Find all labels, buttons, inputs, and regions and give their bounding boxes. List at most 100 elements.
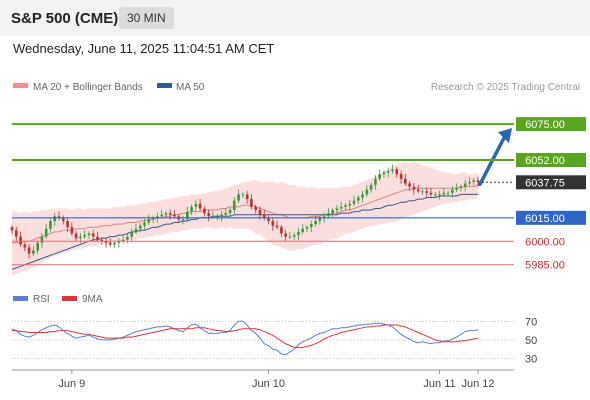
price-layer: [10, 128, 512, 276]
legend-label-rsi: RSI: [33, 294, 50, 305]
legend-label-rsi-ma: 9MA: [82, 294, 103, 305]
candle-body: [130, 231, 133, 237]
candle-body: [44, 228, 48, 237]
candle-body: [57, 216, 61, 218]
candle-body: [23, 244, 27, 248]
legend-swatch-rsi: [13, 296, 28, 301]
candle-body: [455, 188, 458, 190]
rsi-ma-line: [12, 324, 479, 348]
legend-swatch-ma50: [157, 83, 172, 88]
legend-label-ma50: MA 50: [176, 82, 205, 93]
level-label-bg-0: [516, 117, 586, 132]
level-label-5: 5985.00: [525, 260, 565, 272]
rsi-tick-50: 50: [525, 335, 537, 347]
candle-body: [79, 236, 82, 239]
price-levels: 6075.00 6052.00 6037.75 6015.00 6000.00 5985.…: [12, 117, 586, 272]
candle-body: [186, 211, 189, 220]
bollinger-band: [12, 161, 478, 276]
candle-body: [271, 221, 275, 226]
candle-body: [211, 216, 215, 218]
candle-body: [352, 200, 356, 204]
candle-body: [62, 217, 65, 221]
candle-body: [374, 178, 377, 185]
candle-body: [391, 169, 394, 171]
interval-badge[interactable]: 30 MIN: [119, 7, 174, 29]
candle-body: [399, 174, 403, 179]
rsi-line: [11, 320, 479, 356]
candle-body: [241, 194, 245, 196]
candle-body: [463, 183, 467, 187]
candle-body: [164, 213, 168, 215]
candle-body: [438, 194, 441, 196]
candle-body: [331, 210, 334, 214]
candle-body: [305, 227, 309, 229]
candle-body: [476, 180, 480, 182]
candle-body: [425, 191, 428, 193]
candle-body: [412, 186, 416, 190]
candle-body: [19, 236, 22, 245]
rsi-panel: 70 50 30: [11, 316, 537, 366]
candle-body: [36, 242, 39, 251]
level-label-4: 6000.00: [525, 236, 565, 248]
candle-body: [275, 225, 279, 228]
candle-body: [53, 216, 57, 221]
level-label-3: 6015.00: [525, 213, 565, 225]
candle-body: [207, 213, 210, 217]
header-bar: S&P 500 (CME) 30 MIN: [0, 0, 590, 36]
candle-body: [446, 192, 450, 194]
candle-body: [91, 233, 95, 237]
candle-body: [288, 236, 292, 238]
candle-body: [237, 194, 240, 201]
candle-body: [151, 217, 155, 220]
candle-body: [194, 203, 198, 207]
timestamp: Wednesday, June 11, 2025 11:04:51 AM CET: [13, 41, 275, 56]
candle-body: [386, 171, 390, 173]
candle-body: [83, 235, 86, 237]
candle-body: [15, 230, 18, 237]
time-label-1: Jun 10: [252, 378, 285, 390]
candle-body: [32, 250, 35, 254]
candle-body: [404, 178, 407, 184]
candle-body: [117, 241, 121, 243]
candle-body: [74, 233, 78, 239]
candle-body: [451, 189, 454, 193]
candle-body: [233, 200, 236, 211]
candle-body: [472, 180, 475, 182]
level-label-bg-3: [516, 210, 586, 225]
candle-body: [224, 213, 228, 215]
candle-body: [250, 199, 253, 207]
candle-body: [322, 216, 326, 218]
candle-body: [143, 222, 146, 226]
candle-body: [258, 210, 262, 215]
candle-body: [267, 217, 270, 221]
last-price-label: 6037.75: [525, 177, 565, 189]
time-label-2: Jun 11: [423, 378, 455, 390]
candle-body: [156, 216, 159, 218]
candle-body: [292, 235, 296, 237]
candle-body: [40, 236, 44, 243]
candle-body: [70, 227, 74, 234]
legend-swatch-ma20: [13, 83, 28, 88]
candle-body: [121, 239, 125, 242]
legend-swatch-rsi-ma: [62, 296, 77, 301]
candle-body: [263, 214, 266, 218]
level-label-1: 6052.00: [525, 155, 565, 167]
candle-body: [314, 221, 317, 225]
candle-body: [408, 183, 411, 187]
candle-body: [365, 189, 369, 195]
candle-body: [421, 191, 424, 193]
candle-body: [168, 213, 172, 215]
candle-body: [220, 214, 223, 217]
candle-body: [104, 241, 108, 243]
candle-body: [416, 189, 420, 192]
candle-body: [190, 206, 193, 212]
candle-body: [297, 231, 300, 235]
time-label-3: Jun 12: [461, 378, 494, 390]
rsi-tick-70: 70: [525, 316, 537, 328]
candle-body: [301, 228, 304, 232]
candle-body: [310, 224, 313, 228]
level-label-0: 6075.00: [525, 119, 565, 131]
candle-body: [369, 185, 373, 190]
rsi-tick-30: 30: [525, 354, 537, 366]
candle-body: [96, 236, 99, 240]
